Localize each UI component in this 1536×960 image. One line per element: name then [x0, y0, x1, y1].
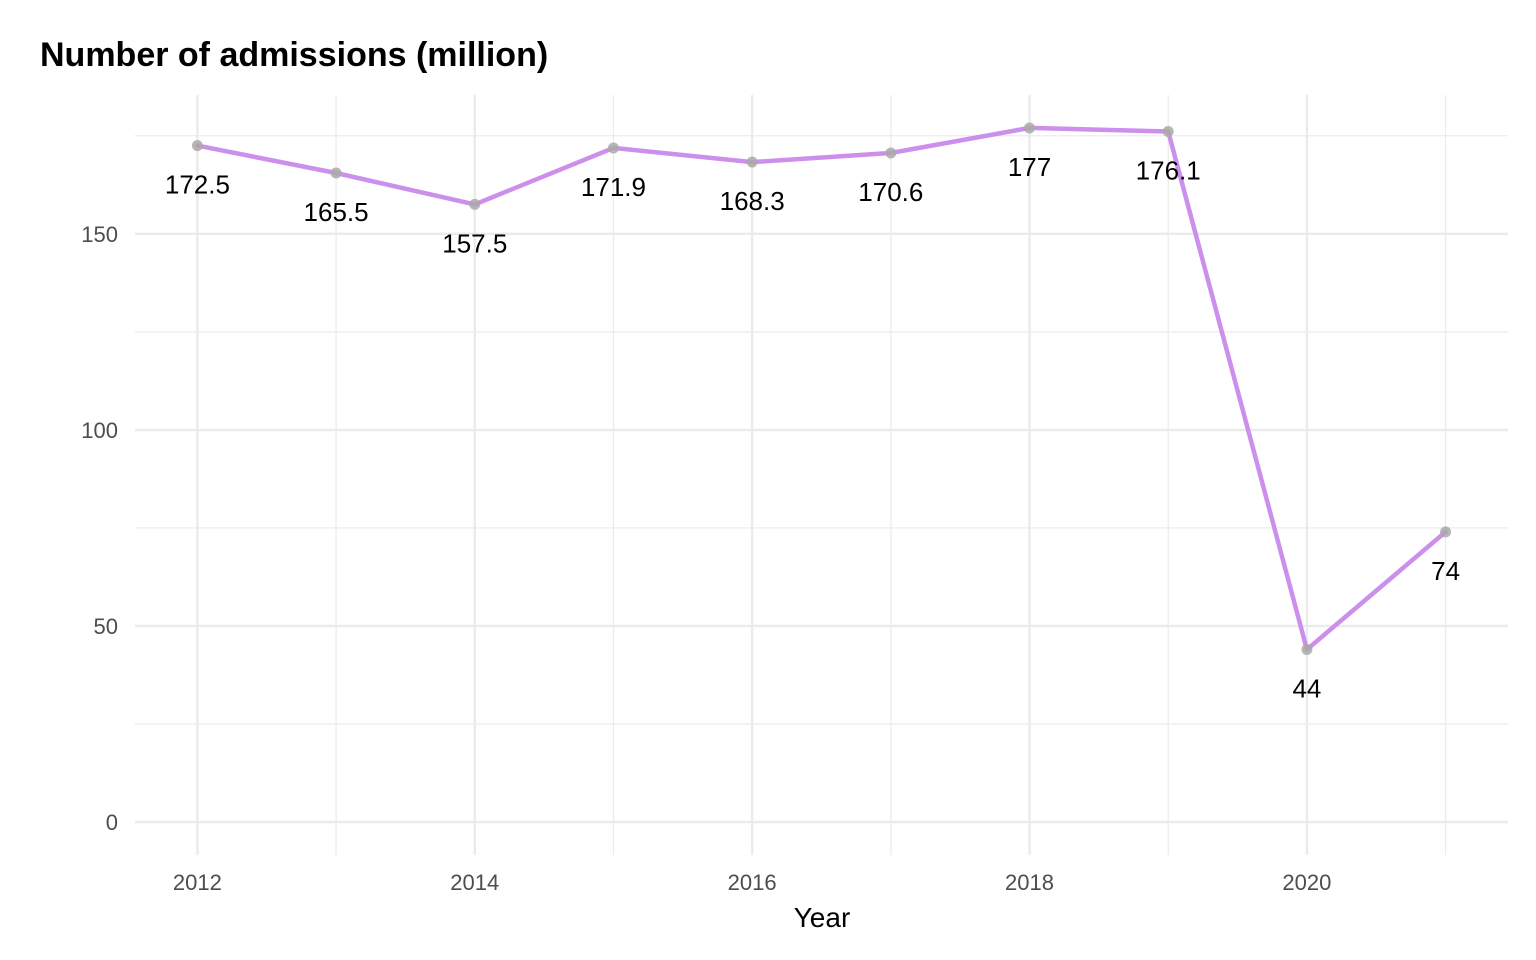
data-point: [607, 142, 619, 154]
x-axis-ticks: 2012 2014 2016 2018 2020: [173, 870, 1331, 895]
y-tick-label: 150: [81, 222, 118, 247]
data-label: 74: [1431, 556, 1460, 586]
data-label: 170.6: [858, 177, 923, 207]
data-point: [469, 198, 481, 210]
x-tick-label: 2014: [450, 870, 499, 895]
data-point: [746, 156, 758, 168]
y-tick-label: 100: [81, 418, 118, 443]
y-axis-ticks: 0 50 100 150: [81, 222, 118, 835]
x-tick-label: 2016: [728, 870, 777, 895]
chart-title: Number of admissions (million): [40, 36, 548, 74]
data-label: 176.1: [1136, 155, 1201, 185]
series-group: [191, 122, 1452, 656]
x-tick-label: 2012: [173, 870, 222, 895]
y-tick-label: 0: [106, 810, 118, 835]
data-label: 177: [1008, 152, 1051, 182]
data-label: 157.5: [442, 228, 507, 258]
data-label: 168.3: [720, 186, 785, 216]
data-point: [1024, 122, 1036, 134]
data-point: [330, 167, 342, 179]
data-label: 172.5: [165, 170, 230, 200]
data-point: [885, 147, 897, 159]
data-point: [1162, 125, 1174, 137]
data-labels: 172.5 165.5 157.5 171.9 168.3 170.6 177 176.1 44…: [165, 152, 1460, 704]
series-line: [195, 125, 1448, 652]
data-point: [1301, 644, 1313, 656]
data-point: [1440, 526, 1452, 538]
x-axis-label: Year: [794, 902, 851, 933]
x-tick-label: 2018: [1005, 870, 1054, 895]
data-label: 171.9: [581, 172, 646, 202]
data-label: 44: [1292, 674, 1321, 704]
data-point: [191, 140, 203, 152]
grid-lines: [135, 95, 1508, 855]
y-tick-label: 50: [94, 614, 118, 639]
x-tick-label: 2020: [1282, 870, 1331, 895]
data-label: 165.5: [304, 197, 369, 227]
